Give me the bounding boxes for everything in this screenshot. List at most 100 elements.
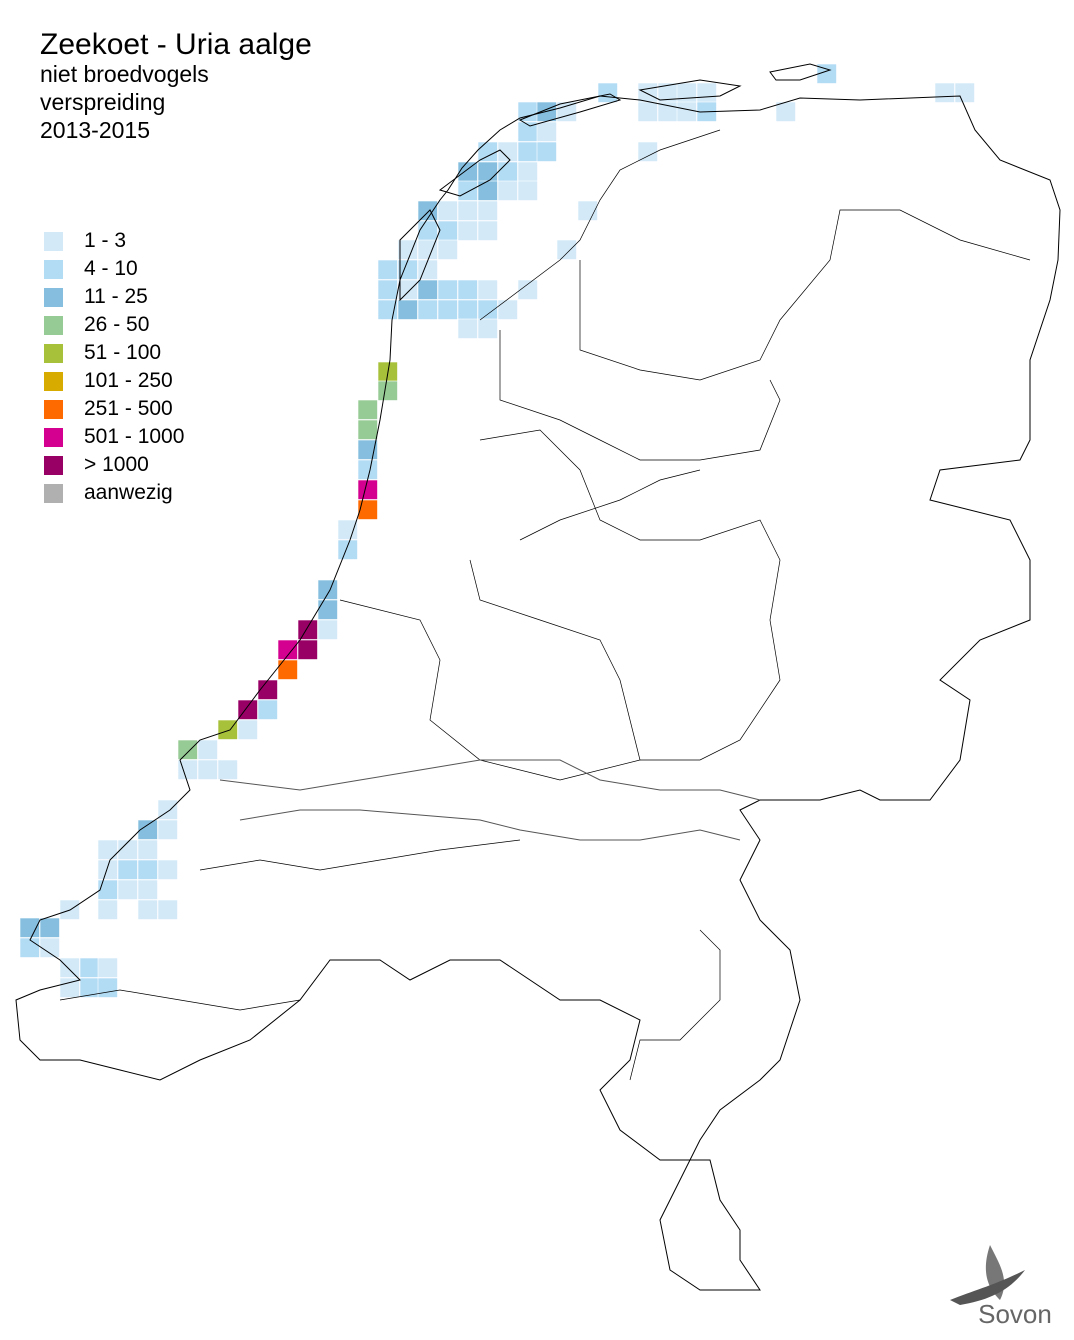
grid-cell bbox=[217, 759, 238, 780]
grid-cell bbox=[377, 380, 398, 401]
grid-cell bbox=[637, 82, 658, 103]
grid-cell bbox=[457, 279, 478, 300]
grid-cells bbox=[19, 63, 975, 998]
legend-label: aanwezig bbox=[84, 481, 173, 504]
legend-label: 501 - 1000 bbox=[84, 425, 184, 448]
grid-cell bbox=[157, 899, 178, 920]
legend-swatch bbox=[44, 400, 63, 419]
grid-cell bbox=[497, 299, 518, 320]
grid-cell bbox=[197, 739, 218, 760]
grid-cell bbox=[117, 879, 138, 900]
grid-cell bbox=[517, 180, 538, 201]
grid-cell bbox=[477, 279, 498, 300]
legend-swatch bbox=[44, 288, 63, 307]
grid-cell bbox=[137, 899, 158, 920]
grid-cell bbox=[437, 220, 458, 241]
grid-cell bbox=[556, 239, 577, 260]
grid-cell bbox=[437, 239, 458, 260]
grid-cell bbox=[79, 957, 100, 978]
grid-cell bbox=[457, 299, 478, 320]
grid-cell bbox=[19, 917, 40, 938]
grid-cell bbox=[377, 279, 398, 300]
grid-cell bbox=[197, 759, 218, 780]
grid-cell bbox=[816, 63, 837, 84]
map-title: Zeekoet - Uria aalge bbox=[40, 28, 312, 61]
grid-cell bbox=[637, 101, 658, 122]
grid-cell bbox=[297, 639, 318, 660]
grid-cell bbox=[157, 859, 178, 880]
grid-cell bbox=[137, 859, 158, 880]
grid-cell bbox=[417, 220, 438, 241]
grid-cell bbox=[497, 161, 518, 182]
grid-cell bbox=[337, 519, 358, 540]
grid-cell bbox=[277, 659, 298, 680]
grid-cell bbox=[477, 200, 498, 221]
grid-cell bbox=[497, 141, 518, 162]
grid-cell bbox=[317, 579, 338, 600]
grid-cell bbox=[517, 101, 538, 122]
grid-cell bbox=[934, 82, 955, 103]
grid-cell bbox=[237, 719, 258, 740]
grid-cell bbox=[97, 977, 118, 998]
grid-cell bbox=[117, 859, 138, 880]
grid-cell bbox=[337, 539, 358, 560]
grid-cell bbox=[217, 719, 238, 740]
legend-label: 101 - 250 bbox=[84, 369, 173, 392]
grid-cell bbox=[117, 839, 138, 860]
grid-cell bbox=[954, 82, 975, 103]
legend-label: 1 - 3 bbox=[84, 229, 126, 252]
grid-cell bbox=[357, 499, 378, 520]
legend-label: 251 - 500 bbox=[84, 397, 173, 420]
grid-cell bbox=[517, 279, 538, 300]
grid-cell bbox=[536, 141, 557, 162]
legend-label: 4 - 10 bbox=[84, 257, 138, 280]
legend-swatch bbox=[44, 372, 63, 391]
grid-cell bbox=[39, 937, 60, 958]
grid-cell bbox=[397, 279, 418, 300]
logo-text: Sovon bbox=[978, 1299, 1052, 1329]
grid-cell bbox=[377, 259, 398, 280]
grid-cell bbox=[97, 899, 118, 920]
grid-cell bbox=[357, 439, 378, 460]
grid-cell bbox=[357, 419, 378, 440]
grid-cell bbox=[137, 839, 158, 860]
grid-cell bbox=[237, 699, 258, 720]
grid-cell bbox=[577, 200, 598, 221]
grid-cell bbox=[257, 679, 278, 700]
grid-cell bbox=[497, 180, 518, 201]
grid-cell bbox=[59, 957, 80, 978]
grid-cell bbox=[19, 937, 40, 958]
grid-cell bbox=[477, 220, 498, 241]
grid-cell bbox=[477, 180, 498, 201]
grid-cell bbox=[657, 101, 678, 122]
legend-label: > 1000 bbox=[84, 453, 149, 476]
grid-cell bbox=[637, 141, 658, 162]
grid-cell bbox=[357, 459, 378, 480]
subtitle: 2013-2015 bbox=[40, 117, 150, 143]
grid-cell bbox=[157, 819, 178, 840]
grid-cell bbox=[477, 161, 498, 182]
grid-cell bbox=[517, 161, 538, 182]
country-outline bbox=[15, 63, 1061, 1291]
legend-swatch bbox=[44, 484, 63, 503]
legend-label: 11 - 25 bbox=[84, 285, 148, 308]
grid-cell bbox=[477, 141, 498, 162]
grid-cell bbox=[536, 121, 557, 142]
grid-cell bbox=[97, 957, 118, 978]
grid-cell bbox=[177, 739, 198, 760]
legend-swatch bbox=[44, 232, 63, 251]
grid-cell bbox=[177, 759, 198, 780]
grid-cell bbox=[97, 839, 118, 860]
grid-cell bbox=[137, 879, 158, 900]
grid-cell bbox=[517, 141, 538, 162]
legend: 1 - 3 4 - 10 11 - 25 26 - 50 51 - 100 101 - 2… bbox=[44, 229, 184, 504]
grid-cell bbox=[357, 399, 378, 420]
grid-cell bbox=[556, 101, 577, 122]
legend-label: 26 - 50 bbox=[84, 313, 149, 336]
subtitle: niet broedvogels bbox=[40, 61, 209, 87]
grid-cell bbox=[775, 101, 796, 122]
grid-cell bbox=[97, 879, 118, 900]
grid-cell bbox=[297, 619, 318, 640]
grid-cell bbox=[676, 82, 697, 103]
